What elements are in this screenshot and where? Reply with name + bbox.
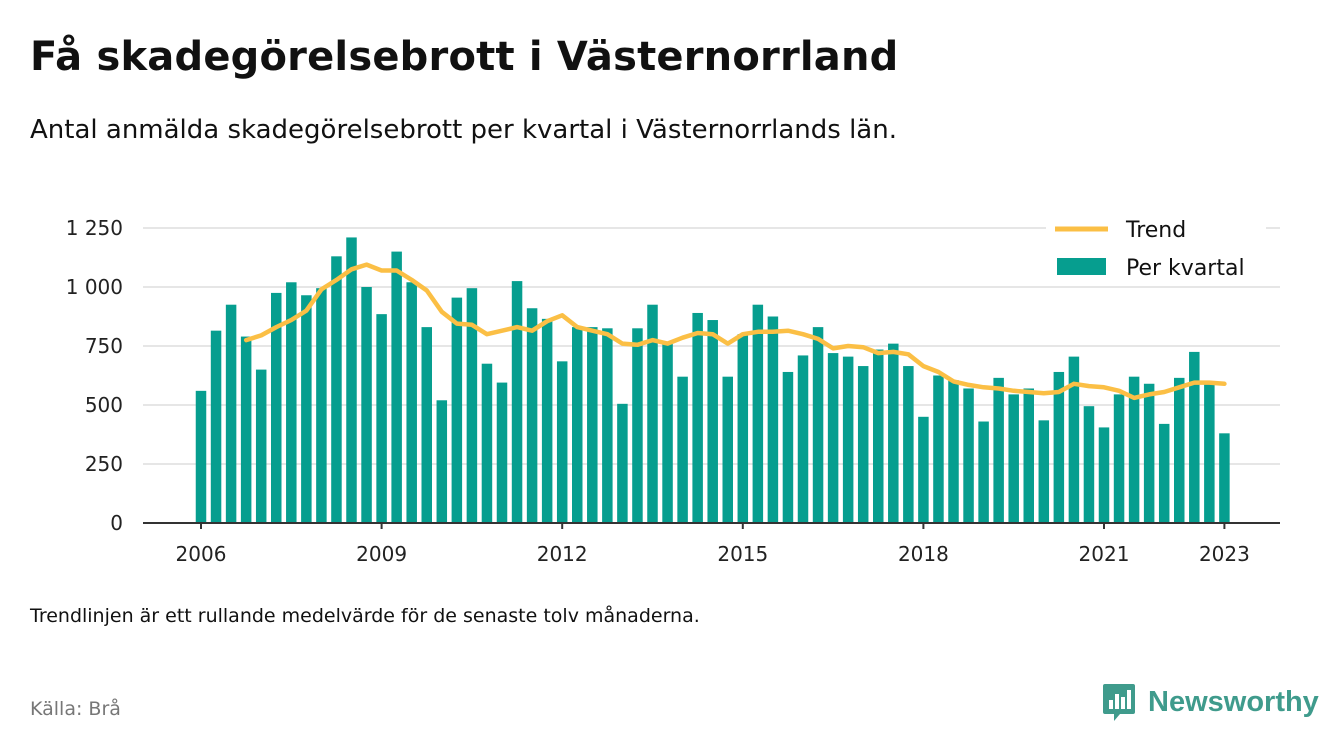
bar xyxy=(903,366,914,523)
bar xyxy=(436,400,448,523)
bar xyxy=(1128,376,1140,523)
bar xyxy=(195,390,207,523)
bar xyxy=(316,288,327,523)
newsworthy-icon xyxy=(1103,684,1135,721)
brand-name: Newsworthy xyxy=(1148,685,1319,718)
legend: Trend Per kvartal xyxy=(1046,208,1266,286)
legend-trend-label: Trend xyxy=(1125,218,1186,243)
bar xyxy=(1174,377,1185,523)
chart-title: Få skadegörelsebrott i Västernorrland xyxy=(30,34,899,80)
legend-bar-swatch xyxy=(1057,258,1106,275)
bar xyxy=(888,343,899,523)
bar xyxy=(752,304,764,523)
bar xyxy=(210,330,222,523)
trend-line xyxy=(243,262,1227,401)
y-tick-label: 750 xyxy=(85,334,123,358)
bar xyxy=(918,416,929,523)
y-tick-label: 0 xyxy=(110,511,123,535)
footnote: Trendlinjen är ett rullande medelvärde f… xyxy=(30,605,700,627)
x-tick-label: 2006 xyxy=(176,542,227,566)
bar xyxy=(286,282,297,523)
y-tick-label: 1 250 xyxy=(66,216,123,240)
bar xyxy=(301,295,312,523)
bar xyxy=(662,342,673,523)
bar xyxy=(602,328,613,523)
bar xyxy=(933,375,944,523)
bar xyxy=(617,403,628,523)
bar xyxy=(692,312,703,523)
x-tick-label: 2012 xyxy=(537,542,588,566)
bar xyxy=(737,334,749,523)
bar xyxy=(406,282,417,523)
bar xyxy=(1189,351,1200,523)
bar xyxy=(993,377,1004,523)
bar xyxy=(1219,433,1230,523)
bar xyxy=(451,297,463,523)
bar xyxy=(963,388,974,523)
bar xyxy=(812,327,824,523)
bar xyxy=(707,320,718,523)
x-tick-label: 2018 xyxy=(898,542,949,566)
bar xyxy=(632,328,643,523)
bar xyxy=(1023,388,1034,523)
bar xyxy=(1008,394,1019,523)
y-tick-label: 500 xyxy=(85,393,123,417)
bar xyxy=(1068,356,1080,523)
bar xyxy=(541,318,553,523)
bar xyxy=(271,292,282,523)
x-tick-label: 2021 xyxy=(1079,542,1130,566)
bar xyxy=(767,316,779,523)
bar xyxy=(556,361,568,523)
bar xyxy=(1083,406,1095,523)
bar xyxy=(346,237,357,523)
bar xyxy=(978,421,989,523)
bar xyxy=(481,363,493,523)
bar xyxy=(873,349,884,523)
bar xyxy=(526,308,538,523)
legend-bar-label: Per kvartal xyxy=(1126,256,1245,281)
bar xyxy=(361,287,372,523)
bar xyxy=(948,380,959,523)
y-tick-label: 250 xyxy=(85,452,123,476)
x-tick-label: 2023 xyxy=(1199,542,1250,566)
bar xyxy=(1158,423,1170,523)
bar xyxy=(331,256,342,523)
bar xyxy=(466,288,478,523)
bar xyxy=(677,376,688,523)
bar xyxy=(782,371,794,523)
bar xyxy=(255,369,267,523)
bar xyxy=(391,251,402,523)
brand-logo: Newsworthy xyxy=(1102,682,1319,722)
bar xyxy=(572,327,583,523)
bar xyxy=(797,355,809,523)
y-tick-label: 1 000 xyxy=(66,275,123,299)
bar xyxy=(827,353,839,523)
bar xyxy=(1113,394,1125,523)
x-tick-label: 2009 xyxy=(356,542,407,566)
bar xyxy=(1053,371,1065,523)
x-axis xyxy=(143,522,1280,529)
bar xyxy=(240,336,252,523)
bar-series xyxy=(195,237,1230,523)
bar xyxy=(842,356,854,523)
bar xyxy=(587,327,598,523)
x-tick-label: 2015 xyxy=(717,542,768,566)
bar xyxy=(857,366,869,523)
source-credit: Källa: Brå xyxy=(30,698,121,720)
bar xyxy=(1143,383,1155,523)
bar xyxy=(496,382,508,523)
bar xyxy=(421,327,432,523)
bar xyxy=(225,304,237,523)
bar xyxy=(722,376,733,523)
bar xyxy=(1204,383,1215,523)
bar xyxy=(647,304,658,523)
bar xyxy=(1098,427,1110,523)
chart-subtitle: Antal anmälda skadegörelsebrott per kvar… xyxy=(30,115,897,145)
bar xyxy=(1038,420,1050,523)
x-axis-labels: 2006 2009 2012 2015 2018 2021 2023 xyxy=(176,542,1250,566)
bar xyxy=(376,314,387,523)
bar xyxy=(511,281,523,523)
y-axis-labels: 0 250 500 750 1 000 1 250 xyxy=(66,216,123,535)
chart: 0 250 500 750 1 000 1 250 2006 2009 2012 2015 201… xyxy=(65,208,1280,566)
